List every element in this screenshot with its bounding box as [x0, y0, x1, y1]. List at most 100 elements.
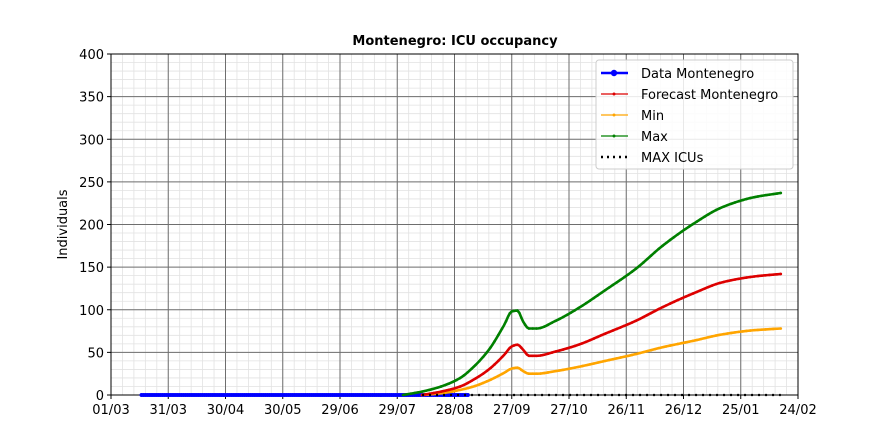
series-point [642, 261, 645, 264]
series-point [531, 354, 535, 358]
series-point [436, 391, 439, 394]
series-point [573, 344, 577, 348]
series-point [729, 278, 733, 282]
series-point [542, 325, 546, 328]
series-point [603, 359, 607, 363]
chart-title: Montenegro: ICU occupancy [352, 34, 558, 49]
series-point [756, 195, 760, 198]
series-point [512, 344, 515, 347]
series-point [726, 332, 729, 335]
series-point [634, 319, 638, 323]
series-point [504, 370, 508, 373]
series-point [680, 341, 683, 345]
series-point [691, 339, 695, 343]
series-point [485, 380, 489, 383]
x-tick-label: 27/09 [493, 403, 530, 418]
series-point [642, 315, 645, 319]
series-point [714, 208, 718, 212]
series-point [707, 213, 710, 216]
x-tick-label: 26/12 [665, 403, 702, 418]
series-point [523, 350, 527, 354]
series-point [592, 362, 596, 365]
series-point [653, 347, 657, 351]
series-point [535, 354, 538, 358]
series-point [478, 383, 481, 386]
series-point [504, 351, 508, 354]
series-point [752, 275, 756, 278]
series-point [550, 351, 554, 354]
series-point [542, 353, 546, 357]
series-point [665, 345, 668, 348]
series-point [516, 309, 519, 312]
series-point [508, 367, 512, 371]
series-point [684, 295, 687, 299]
series-point [458, 376, 462, 380]
series-point [569, 311, 573, 314]
series-point [550, 370, 554, 374]
series-point [684, 227, 687, 231]
series-point [455, 386, 458, 390]
legend-item: MAX ICUs [601, 151, 704, 166]
series-point [771, 327, 775, 331]
series-point [485, 350, 489, 354]
series-point [630, 270, 634, 274]
series-point [451, 380, 454, 384]
series-point [710, 210, 714, 214]
series-point [405, 393, 409, 396]
legend-marker [612, 134, 616, 138]
series-point [474, 377, 477, 380]
series-point [626, 354, 630, 358]
series-point [581, 364, 584, 368]
series-point [497, 359, 500, 363]
legend: Data Montenegro Forecast Montenegro Min Max… [595, 59, 794, 170]
legend-label: Min [641, 109, 664, 124]
series-point [768, 273, 771, 277]
x-tick-label: 30/04 [207, 403, 244, 418]
series-point [634, 267, 638, 271]
series-point [745, 276, 748, 279]
legend-label: MAX ICUs [641, 151, 704, 166]
series-point [760, 194, 764, 198]
series-point [687, 340, 691, 343]
series-point [527, 354, 531, 358]
series-point [676, 298, 680, 302]
series-point [596, 294, 599, 297]
series-point [592, 337, 596, 340]
series-point [619, 326, 622, 329]
series-point [729, 202, 733, 206]
x-tick-label: 29/07 [379, 403, 416, 418]
x-tick-label: 26/11 [608, 403, 645, 418]
legend-item: Max [601, 130, 668, 145]
series-point [748, 196, 752, 200]
y-tick-label: 350 [79, 91, 104, 106]
series-point [432, 391, 435, 395]
series-point [699, 217, 702, 221]
series-point [699, 288, 702, 292]
series-point [489, 366, 493, 370]
series-point [493, 363, 496, 366]
series-point [523, 370, 527, 374]
series-point [466, 370, 470, 374]
series-point [561, 348, 565, 351]
series-point [519, 368, 523, 372]
series-point [745, 329, 748, 333]
series-point [428, 388, 431, 392]
series-point [603, 332, 607, 335]
series-point [546, 323, 550, 327]
series-point [649, 254, 653, 257]
series-point [558, 369, 561, 372]
series-point [737, 330, 741, 334]
y-tick-label: 0 [96, 389, 104, 404]
series-point [554, 350, 557, 353]
series-point [481, 355, 485, 359]
series-point [550, 321, 554, 325]
series-point [588, 338, 592, 342]
series-point [722, 280, 725, 284]
series-point [447, 388, 451, 392]
y-tick-label: 200 [79, 219, 104, 234]
series-point [424, 393, 428, 396]
series-point [462, 383, 466, 387]
series-point [470, 379, 473, 383]
series-point [775, 192, 779, 195]
series-point [611, 283, 615, 287]
